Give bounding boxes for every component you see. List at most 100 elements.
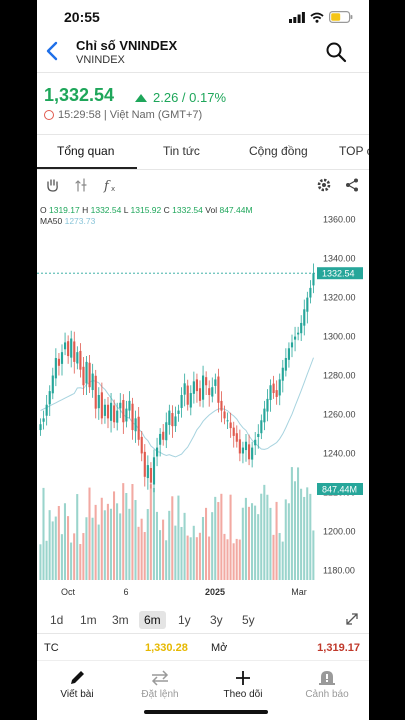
price-chart[interactable]: 1360.00 1340.00 1320.00 1300.00 1280.00 1260.… xyxy=(37,200,369,600)
volume-bar xyxy=(297,467,300,580)
signal-icon xyxy=(289,11,305,23)
stats-row: TC 1,330.28 Mở 1,319.17 xyxy=(37,642,369,660)
candle-body xyxy=(269,385,272,401)
range-1y[interactable]: 1y xyxy=(178,613,191,627)
nav-place-order-label: Đặt lệnh xyxy=(141,689,179,700)
candle-body xyxy=(39,424,42,431)
gear-icon[interactable] xyxy=(316,177,332,193)
nav-watch[interactable]: Theo dõi xyxy=(213,669,273,700)
candle-body xyxy=(177,410,180,414)
draw-tool-icon[interactable] xyxy=(75,177,89,193)
candle-body xyxy=(48,391,51,405)
candle-body xyxy=(272,383,275,394)
candle-body xyxy=(290,342,294,348)
volume-bar xyxy=(67,516,70,580)
candle-body xyxy=(51,375,54,394)
volume-bar xyxy=(186,535,189,580)
volume-bar xyxy=(290,467,293,580)
volume-bar xyxy=(57,505,60,580)
volume-bar xyxy=(189,537,192,580)
volume-bar xyxy=(94,504,97,580)
candle-body xyxy=(241,447,245,454)
tc-value: 1,330.28 xyxy=(145,642,188,654)
candle-body xyxy=(97,395,100,409)
candle-body xyxy=(57,358,61,366)
indicator-fx-icon[interactable]: f x xyxy=(103,177,119,193)
nav-write-post[interactable]: Viết bài xyxy=(47,669,107,700)
ranges-divider xyxy=(37,633,369,634)
tab-top[interactable]: TOP c xyxy=(339,144,369,158)
close-label: C xyxy=(163,205,170,215)
volume-bar xyxy=(149,484,152,580)
range-1d[interactable]: 1d xyxy=(50,613,64,627)
hand-pan-icon[interactable] xyxy=(45,177,61,193)
range-1m[interactable]: 1m xyxy=(80,613,97,627)
range-6m[interactable]: 6m xyxy=(139,611,166,629)
x-tick-label: Mar xyxy=(291,587,307,597)
volume-bar xyxy=(192,525,195,580)
volume-bar xyxy=(183,512,186,580)
x-tick-label: 2025 xyxy=(205,587,225,597)
candle-body xyxy=(159,433,162,445)
candle-body xyxy=(88,362,91,388)
back-button[interactable] xyxy=(45,40,65,64)
nav-header: Chỉ số VNINDEX VNINDEX xyxy=(37,34,369,72)
candle-body xyxy=(247,444,251,460)
nav-write-post-label: Viết bài xyxy=(60,689,94,700)
volume-bar xyxy=(100,497,103,580)
tab-community[interactable]: Cộng đồng xyxy=(249,144,308,158)
candle-body xyxy=(103,404,107,416)
header-divider xyxy=(37,72,369,73)
candle-body xyxy=(54,358,57,379)
home-indicator xyxy=(144,710,268,714)
volume-bar xyxy=(143,532,146,580)
nav-place-order[interactable]: Đặt lệnh xyxy=(130,669,190,700)
range-5y[interactable]: 5y xyxy=(242,613,255,627)
volume-bar xyxy=(119,513,122,580)
search-button[interactable] xyxy=(325,41,347,63)
volume-bar xyxy=(113,491,116,580)
volume-bar xyxy=(134,500,137,580)
candle-body xyxy=(287,348,291,360)
candle-body xyxy=(91,373,94,391)
candle-body xyxy=(149,468,153,483)
up-arrow-icon xyxy=(135,93,147,102)
volume-bar xyxy=(275,501,278,580)
range-3y[interactable]: 3y xyxy=(210,613,223,627)
share-icon[interactable] xyxy=(344,177,360,193)
candle-body xyxy=(275,390,278,397)
y-tick-label: 1180.00 xyxy=(323,565,355,575)
candle-body xyxy=(162,431,165,440)
nav-alert[interactable]: Cảnh báo xyxy=(297,669,357,700)
volume-bar xyxy=(48,510,51,580)
volume-bar xyxy=(63,503,66,580)
volume-bar xyxy=(45,540,48,580)
candle-body xyxy=(140,436,143,454)
active-tab-indicator xyxy=(37,167,137,169)
low-value: 1315.92 xyxy=(130,205,162,215)
candle-body xyxy=(180,395,183,408)
expand-icon[interactable] xyxy=(345,612,359,626)
range-3m[interactable]: 3m xyxy=(112,613,129,627)
volume-bar xyxy=(205,507,208,580)
y-tick-label: 1240.00 xyxy=(323,448,356,458)
volume-bar xyxy=(165,540,168,580)
candle-body xyxy=(223,411,226,419)
volume-bar xyxy=(312,530,315,580)
candle-body xyxy=(189,393,192,408)
close-value: 1332.54 xyxy=(172,205,203,215)
chart-toolbar: f x xyxy=(37,171,369,201)
open-value: 1319.17 xyxy=(49,205,80,215)
tab-overview[interactable]: Tổng quan xyxy=(57,144,115,158)
status-time: 20:55 xyxy=(64,9,100,25)
candle-body xyxy=(232,427,235,436)
quote-time: 15:29:58 | Việt Nam (GMT+7) xyxy=(44,109,202,121)
candle-body xyxy=(128,400,131,411)
volume-bar xyxy=(125,493,128,580)
tab-news[interactable]: Tin tức xyxy=(163,144,200,158)
candle-body xyxy=(254,439,257,446)
candle-body xyxy=(155,447,159,457)
candle-body xyxy=(122,399,125,423)
candle-body xyxy=(143,451,146,477)
volume-tag xyxy=(317,483,363,495)
